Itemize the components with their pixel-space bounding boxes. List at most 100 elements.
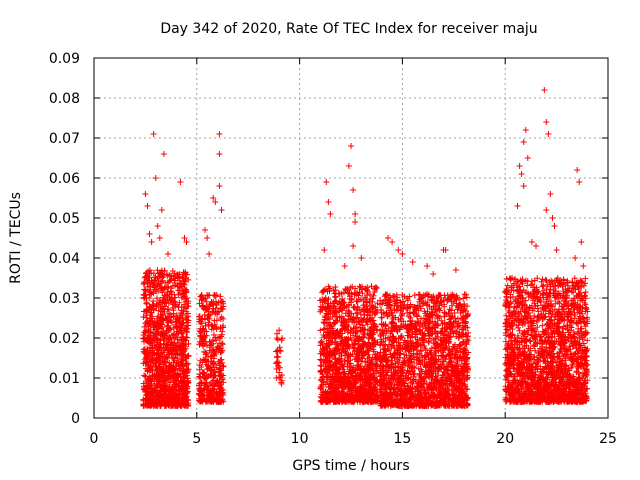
data-point <box>159 306 166 313</box>
data-point <box>159 312 166 319</box>
data-point <box>140 281 147 288</box>
data-point <box>184 329 191 336</box>
data-point <box>183 289 190 296</box>
data-point <box>169 354 176 361</box>
data-point <box>181 301 188 308</box>
data-point <box>162 383 169 390</box>
data-point <box>154 295 160 302</box>
data-point <box>156 323 163 330</box>
data-point <box>173 347 180 353</box>
data-point <box>184 388 191 395</box>
data-point <box>151 318 158 324</box>
data-point <box>173 324 180 331</box>
data-point <box>154 267 161 274</box>
data-point <box>177 351 184 358</box>
data-point <box>140 314 147 320</box>
data-point <box>162 365 169 372</box>
data-point <box>141 295 147 302</box>
data-point <box>157 402 164 409</box>
data-point <box>153 300 160 307</box>
data-point <box>171 357 178 364</box>
data-point <box>143 391 150 398</box>
data-point <box>185 352 192 359</box>
data-point <box>175 328 182 335</box>
data-point <box>180 307 187 314</box>
data-point <box>142 294 148 301</box>
data-point <box>158 344 165 351</box>
data-point <box>150 334 157 341</box>
data-point <box>155 277 162 284</box>
data-point <box>164 306 171 313</box>
data-point <box>183 360 190 367</box>
data-point <box>173 402 180 408</box>
data-point <box>164 341 171 348</box>
data-point <box>162 394 169 401</box>
data-point <box>166 310 173 317</box>
data-point <box>184 375 191 382</box>
data-point <box>168 385 175 392</box>
data-point <box>152 344 159 351</box>
data-point <box>170 299 177 306</box>
data-point <box>160 273 167 279</box>
data-point <box>163 284 170 291</box>
data-point <box>141 286 148 293</box>
data-point <box>160 349 167 356</box>
data-point <box>166 335 173 342</box>
data-point <box>180 290 187 297</box>
data-point <box>141 336 148 343</box>
data-point <box>157 318 164 325</box>
data-points <box>140 87 591 409</box>
data-point <box>167 334 174 341</box>
data-point <box>147 315 154 322</box>
data-point <box>175 339 182 346</box>
data-point <box>179 397 186 404</box>
data-point <box>149 355 156 362</box>
data-point <box>171 384 178 391</box>
chart-title: Day 342 of 2020, Rate Of TEC Index for r… <box>160 21 537 37</box>
data-point <box>167 342 174 349</box>
data-point <box>163 315 170 322</box>
data-point <box>167 368 174 375</box>
data-point <box>180 385 187 392</box>
data-point <box>170 313 177 320</box>
data-point <box>147 382 154 389</box>
data-point <box>173 349 180 356</box>
data-point <box>159 330 166 337</box>
data-point <box>152 363 158 370</box>
data-point <box>151 382 158 389</box>
data-point <box>175 304 182 310</box>
data-point <box>164 279 171 286</box>
data-point <box>164 375 171 382</box>
data-point <box>169 304 176 311</box>
data-point <box>166 399 173 406</box>
data-point <box>180 319 187 326</box>
data-point <box>143 269 150 276</box>
data-point <box>143 365 149 372</box>
data-point <box>143 308 150 315</box>
data-point <box>165 327 172 334</box>
data-point <box>172 282 179 289</box>
data-point <box>179 382 186 389</box>
data-point <box>149 279 156 286</box>
data-point <box>172 377 178 384</box>
data-point <box>149 372 156 379</box>
data-point <box>182 398 189 405</box>
data-point <box>144 346 151 352</box>
data-point <box>150 397 157 404</box>
data-point <box>149 375 155 382</box>
data-point <box>146 367 153 374</box>
data-point <box>172 394 179 400</box>
data-point <box>144 377 151 383</box>
data-point <box>174 274 181 281</box>
data-point <box>174 402 181 409</box>
data-point <box>144 272 151 279</box>
data-point <box>154 356 161 363</box>
data-point <box>181 374 188 381</box>
data-point <box>169 319 175 326</box>
data-point <box>164 355 171 362</box>
data-point <box>168 350 175 357</box>
data-point <box>144 356 151 362</box>
data-point <box>182 326 189 333</box>
data-point <box>146 332 153 339</box>
data-point <box>167 297 174 303</box>
